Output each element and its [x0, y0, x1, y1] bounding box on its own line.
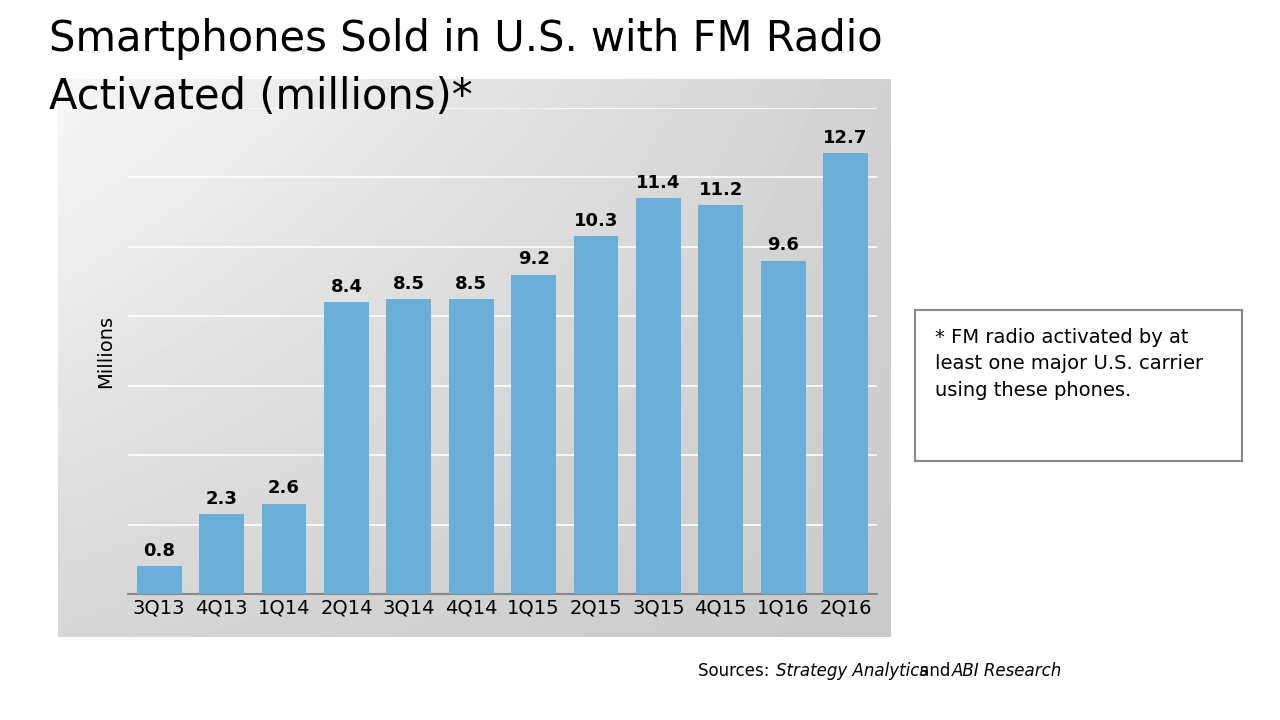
Bar [760, 261, 805, 594]
Text: 11.2: 11.2 [699, 181, 742, 199]
Bar [573, 236, 618, 594]
Bar [823, 153, 868, 594]
Text: 11.4: 11.4 [636, 174, 681, 192]
Text: 8.5: 8.5 [393, 274, 425, 292]
Bar [324, 302, 369, 594]
Text: * FM radio activated by at
least one major U.S. carrier
using these phones.: * FM radio activated by at least one maj… [934, 328, 1203, 400]
Text: 8.5: 8.5 [456, 274, 488, 292]
Bar [511, 274, 556, 594]
Bar [261, 504, 306, 594]
Y-axis label: Millions: Millions [96, 315, 115, 387]
Text: and: and [914, 662, 956, 680]
Bar [449, 299, 494, 594]
Text: 12.7: 12.7 [823, 129, 868, 147]
Text: 0.8: 0.8 [143, 542, 175, 560]
Text: Activated (millions)*: Activated (millions)* [49, 76, 472, 117]
Bar [636, 198, 681, 594]
Bar [200, 514, 244, 594]
Text: ABI Research: ABI Research [952, 662, 1062, 680]
Text: 10.3: 10.3 [573, 212, 618, 230]
Bar [699, 205, 744, 594]
Text: 9.2: 9.2 [517, 251, 549, 269]
Text: 2.6: 2.6 [268, 480, 300, 498]
Bar [137, 566, 182, 594]
Text: 2.3: 2.3 [206, 490, 238, 508]
Text: Strategy Analytics: Strategy Analytics [776, 662, 928, 680]
Bar [387, 299, 431, 594]
Text: 9.6: 9.6 [767, 236, 799, 254]
Text: Smartphones Sold in U.S. with FM Radio: Smartphones Sold in U.S. with FM Radio [49, 18, 882, 60]
Text: Sources:: Sources: [698, 662, 774, 680]
Text: 8.4: 8.4 [330, 278, 362, 296]
